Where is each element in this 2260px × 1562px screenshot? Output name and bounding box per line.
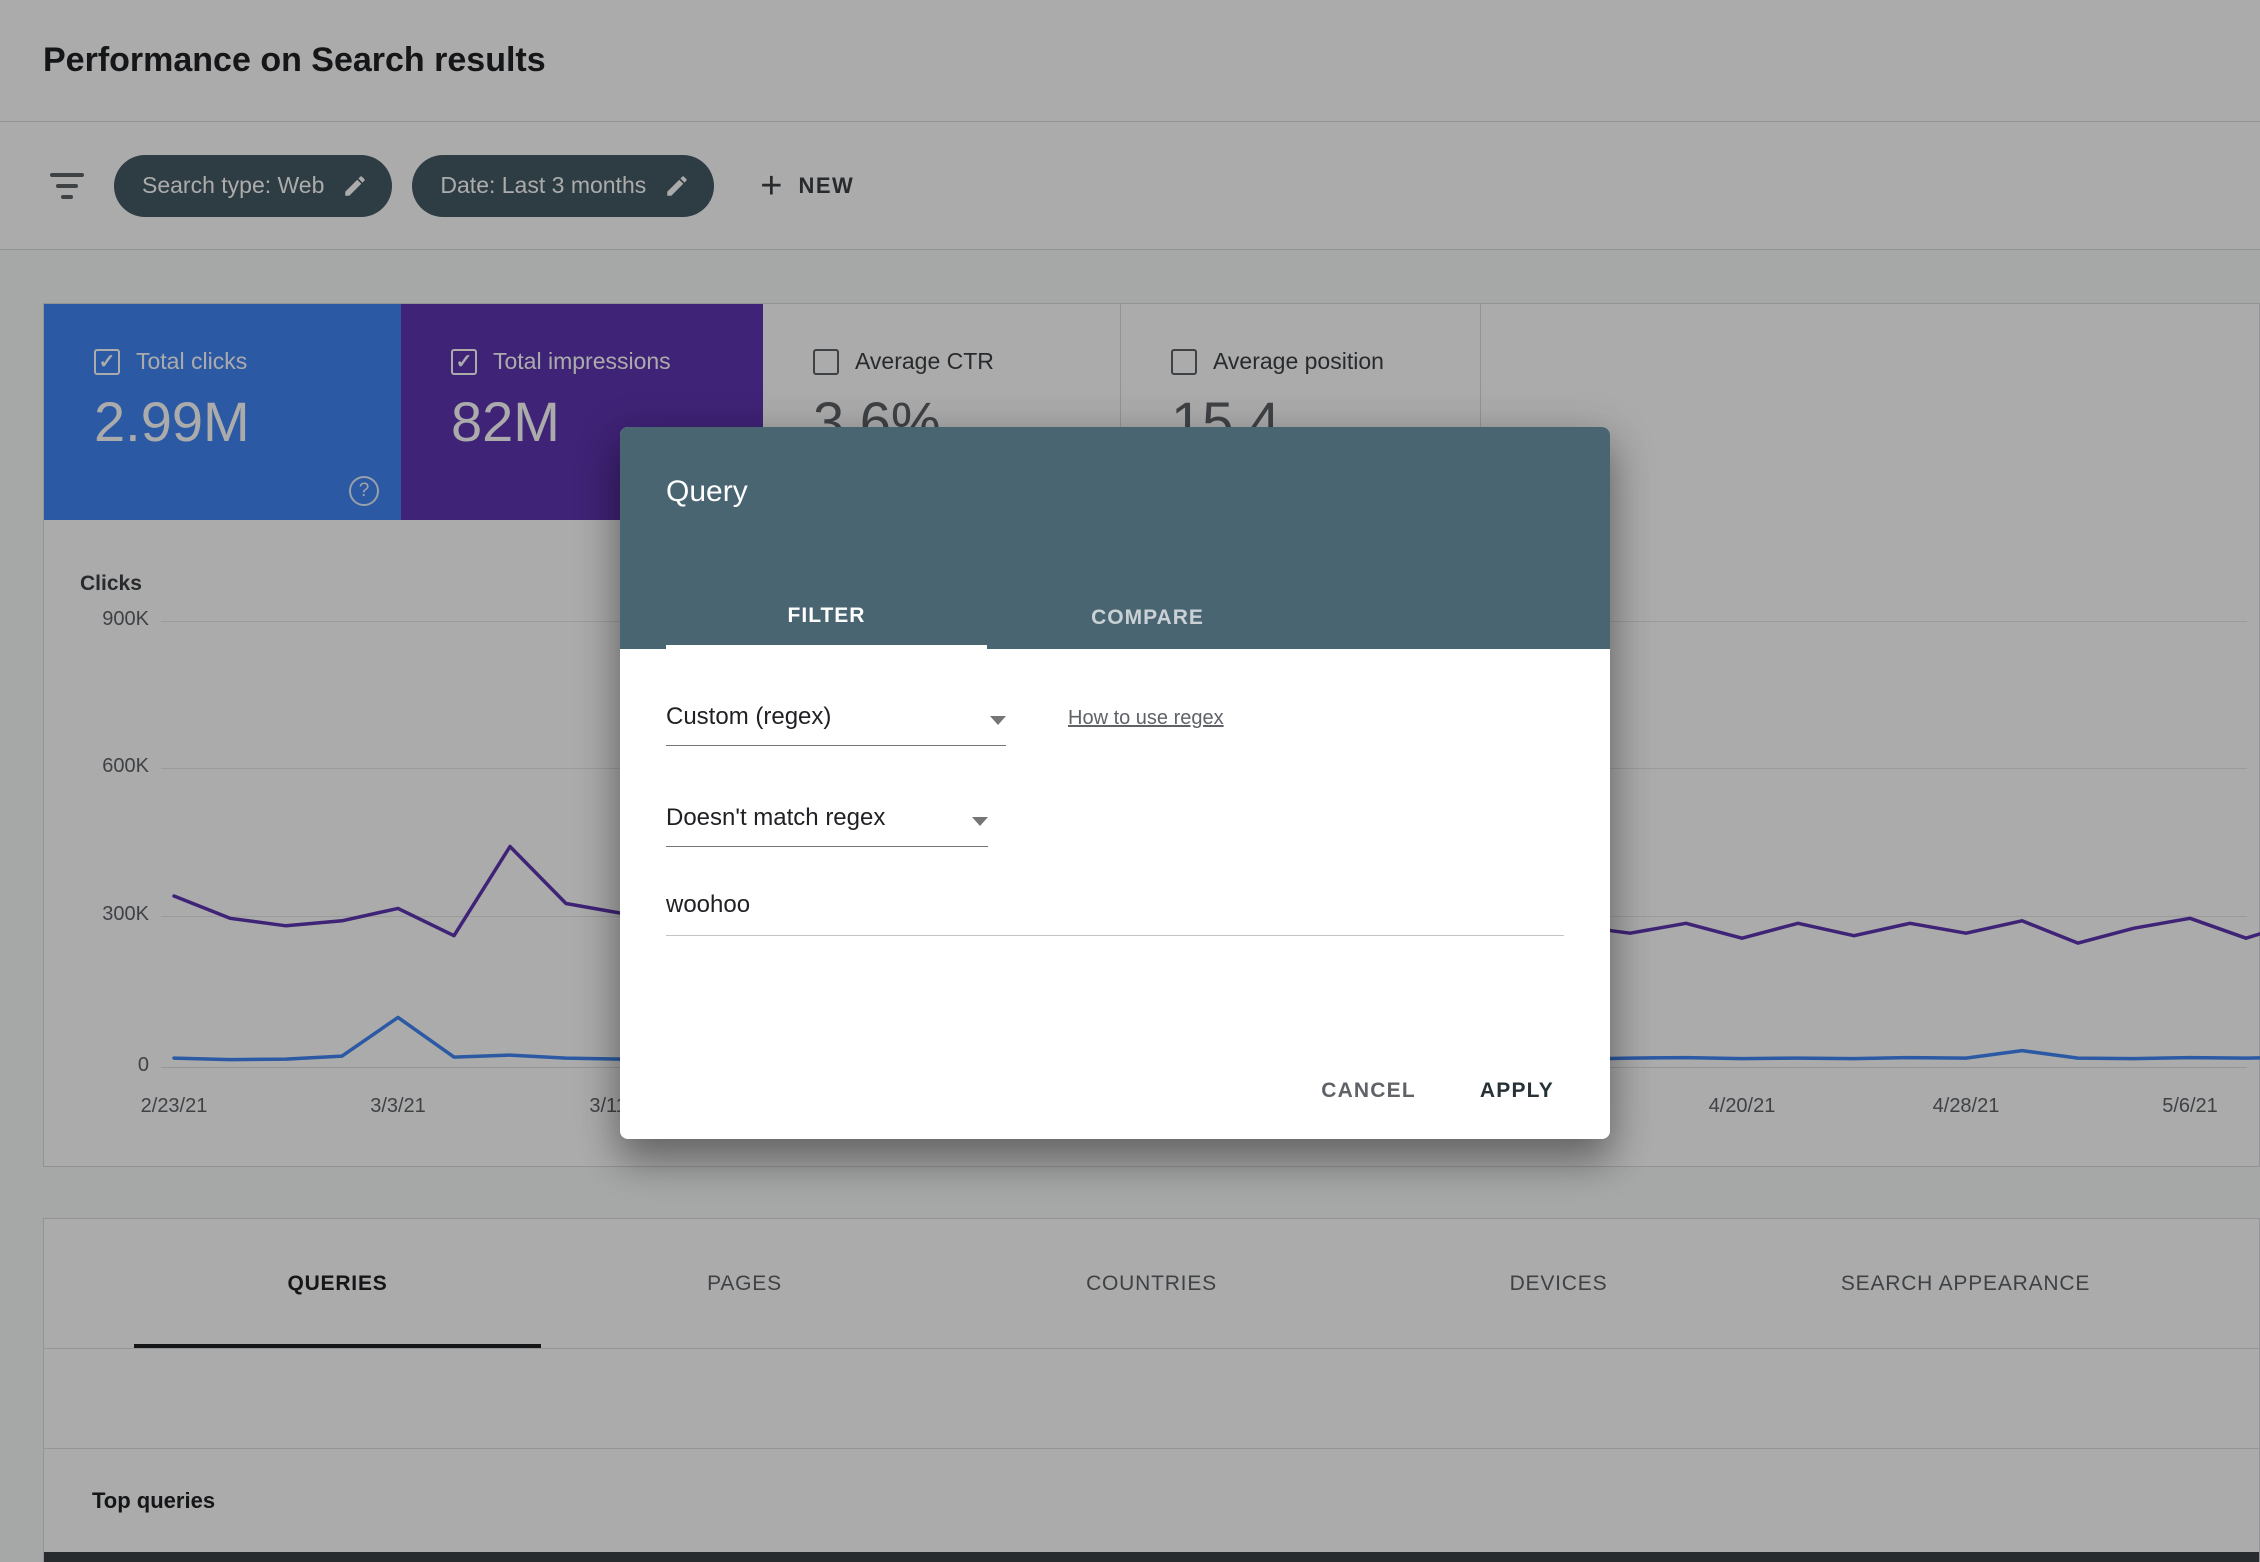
metric-value: 82M: [451, 390, 560, 453]
table-filter-row: [44, 1349, 2259, 1449]
metric-value: 2.99M: [94, 390, 250, 453]
app-header: Performance on Search results: [0, 0, 2260, 122]
metric-label: Total impressions: [493, 348, 671, 374]
tab-search-appearance[interactable]: SEARCH APPEARANCE: [1840, 1271, 2091, 1295]
tab-countries[interactable]: COUNTRIES: [1086, 1271, 1217, 1295]
cancel-button[interactable]: CANCEL: [1321, 1079, 1416, 1102]
edit-pencil-icon[interactable]: [664, 173, 690, 199]
checkbox-average-position[interactable]: ✓: [1171, 348, 1197, 375]
x-tick-label: 4/20/21: [1708, 1095, 1776, 1117]
metric-label: Average position: [1213, 348, 1384, 374]
x-tick-label: 3/3/21: [370, 1095, 426, 1117]
dialog-tabs: FILTER COMPARE: [666, 587, 1308, 649]
filter-list-icon[interactable]: [50, 172, 84, 199]
search-type-chip[interactable]: Search type: Web: [114, 154, 393, 217]
how-to-use-regex-link[interactable]: How to use regex: [1068, 707, 1224, 729]
y-tick-label: 900K: [102, 608, 149, 630]
help-icon[interactable]: ?: [349, 476, 379, 506]
apply-button[interactable]: APPLY: [1479, 1079, 1554, 1102]
dimensions-table-card: QUERIES PAGES COUNTRIES DEVICES SEARCH A…: [43, 1218, 2260, 1562]
y-tick-label: 600K: [102, 755, 149, 777]
dialog-tab-filter[interactable]: FILTER: [666, 587, 987, 649]
chip-label: Date: Last 3 months: [440, 172, 647, 198]
dimension-tabs: QUERIES PAGES COUNTRIES DEVICES SEARCH A…: [44, 1219, 2259, 1349]
dialog-header: Query FILTER COMPARE: [620, 427, 1610, 649]
table-title: Top queries: [92, 1488, 216, 1513]
y-tick-label: 300K: [102, 903, 149, 925]
table-header-strip: [44, 1552, 2259, 1562]
filter-type-dropdown[interactable]: Custom (regex): [666, 703, 1006, 746]
tab-devices[interactable]: DEVICES: [1509, 1271, 1608, 1295]
table-title-row: Top queries: [44, 1449, 2259, 1553]
new-button-label: NEW: [798, 172, 855, 198]
edit-pencil-icon[interactable]: [342, 173, 368, 199]
x-tick-label: 4/28/21: [1932, 1095, 2000, 1117]
dialog-title: Query: [666, 475, 748, 508]
checkbox-average-ctr[interactable]: ✓: [813, 348, 839, 375]
chip-label: Search type: Web: [142, 172, 325, 198]
dialog-body: Custom (regex) How to use regex Doesn't …: [620, 649, 1610, 936]
regex-query-input[interactable]: woohoo: [666, 891, 1564, 936]
date-range-chip[interactable]: Date: Last 3 months: [412, 154, 715, 217]
y-axis-title: Clicks: [80, 572, 142, 595]
tab-queries[interactable]: QUERIES: [134, 1219, 541, 1348]
filter-bar: Search type: Web Date: Last 3 months + N…: [0, 122, 2260, 250]
checkbox-total-clicks[interactable]: ✓: [94, 348, 120, 375]
x-tick-label: 5/6/21: [2162, 1095, 2218, 1117]
tab-pages[interactable]: PAGES: [707, 1271, 782, 1295]
total-clicks-card[interactable]: ✓ Total clicks 2.99M ?: [44, 304, 401, 520]
plus-icon: +: [760, 164, 783, 207]
chevron-down-icon: [990, 715, 1006, 725]
new-filter-button[interactable]: + NEW: [760, 167, 854, 205]
y-tick-label: 0: [137, 1054, 149, 1076]
metric-label: Average CTR: [855, 348, 994, 374]
x-tick-label: 2/23/21: [140, 1095, 208, 1117]
checkbox-total-impressions[interactable]: ✓: [451, 348, 477, 375]
metric-label: Total clicks: [136, 348, 248, 374]
dialog-tab-compare[interactable]: COMPARE: [1091, 606, 1204, 629]
query-filter-dialog: Query FILTER COMPARE Custom (regex) How …: [620, 427, 1610, 1139]
filter-type-value: Custom (regex): [666, 703, 832, 730]
page-title: Performance on Search results: [43, 41, 546, 79]
dialog-footer: CANCEL APPLY: [620, 1043, 1610, 1139]
match-condition-value: Doesn't match regex: [666, 804, 886, 831]
chevron-down-icon: [972, 816, 988, 826]
match-condition-dropdown[interactable]: Doesn't match regex: [666, 804, 988, 847]
